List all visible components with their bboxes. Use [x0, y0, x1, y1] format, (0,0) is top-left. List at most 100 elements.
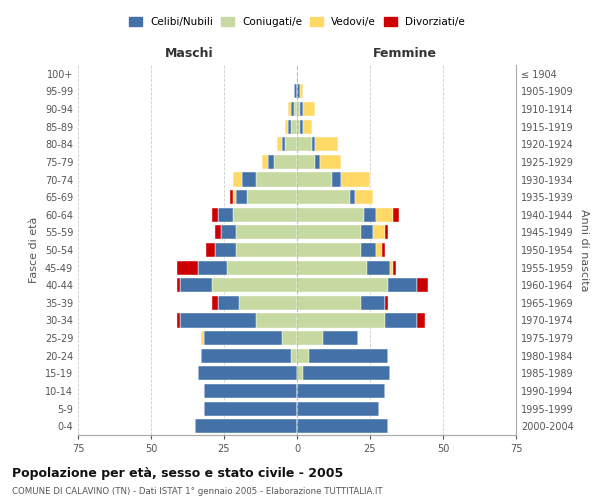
Bar — [297, 384, 385, 398]
Bar — [203, 384, 297, 398]
Bar — [314, 155, 320, 169]
Bar — [288, 120, 291, 134]
Bar — [294, 84, 297, 98]
Bar — [361, 243, 376, 257]
Bar — [297, 260, 367, 274]
Bar — [300, 102, 303, 116]
Bar — [230, 190, 233, 204]
Bar — [200, 348, 291, 363]
Bar — [367, 260, 391, 274]
Bar — [274, 155, 297, 169]
Bar — [361, 226, 373, 239]
Bar — [341, 172, 370, 186]
Legend: Celibi/Nubili, Coniugati/e, Vedovi/e, Divorziati/e: Celibi/Nubili, Coniugati/e, Vedovi/e, Di… — [127, 14, 467, 29]
Bar — [247, 190, 297, 204]
Bar — [297, 348, 308, 363]
Bar — [256, 172, 297, 186]
Bar — [373, 226, 385, 239]
Bar — [297, 137, 311, 152]
Bar — [206, 243, 215, 257]
Bar — [364, 208, 376, 222]
Bar — [394, 260, 396, 274]
Bar — [297, 208, 364, 222]
Bar — [277, 137, 283, 152]
Bar — [212, 278, 297, 292]
Bar — [203, 331, 283, 345]
Bar — [200, 331, 203, 345]
Bar — [236, 226, 297, 239]
Bar — [236, 190, 247, 204]
Bar — [221, 226, 236, 239]
Bar — [198, 260, 227, 274]
Bar — [297, 172, 332, 186]
Bar — [297, 226, 361, 239]
Bar — [297, 331, 323, 345]
Bar — [394, 208, 399, 222]
Bar — [286, 137, 297, 152]
Bar — [288, 102, 291, 116]
Bar — [294, 102, 297, 116]
Bar — [203, 402, 297, 415]
Text: Femmine: Femmine — [373, 46, 437, 60]
Bar — [314, 137, 338, 152]
Bar — [195, 419, 297, 433]
Bar — [212, 208, 218, 222]
Bar — [300, 84, 303, 98]
Bar — [355, 190, 373, 204]
Bar — [215, 226, 221, 239]
Bar — [177, 278, 180, 292]
Bar — [297, 190, 350, 204]
Bar — [417, 278, 428, 292]
Bar — [180, 278, 212, 292]
Bar — [297, 155, 314, 169]
Bar — [303, 366, 391, 380]
Bar — [391, 260, 394, 274]
Bar — [268, 155, 274, 169]
Bar — [297, 243, 361, 257]
Bar — [382, 243, 385, 257]
Y-axis label: Fasce di età: Fasce di età — [29, 217, 39, 283]
Bar — [297, 296, 361, 310]
Bar — [385, 226, 388, 239]
Bar — [262, 155, 268, 169]
Bar — [297, 402, 379, 415]
Bar — [361, 296, 385, 310]
Bar — [297, 120, 300, 134]
Bar — [311, 137, 314, 152]
Bar — [303, 102, 314, 116]
Bar — [198, 366, 297, 380]
Bar — [256, 314, 297, 328]
Bar — [385, 296, 388, 310]
Bar — [297, 314, 385, 328]
Bar — [323, 331, 358, 345]
Bar — [283, 137, 286, 152]
Bar — [212, 296, 218, 310]
Bar — [177, 260, 198, 274]
Bar — [297, 278, 388, 292]
Bar — [308, 348, 388, 363]
Bar — [350, 190, 355, 204]
Bar — [233, 208, 297, 222]
Bar — [233, 172, 242, 186]
Bar — [215, 243, 236, 257]
Bar — [297, 84, 300, 98]
Y-axis label: Anni di nascita: Anni di nascita — [579, 209, 589, 291]
Bar — [303, 120, 311, 134]
Bar — [283, 331, 297, 345]
Bar — [218, 208, 233, 222]
Text: Maschi: Maschi — [164, 46, 213, 60]
Bar — [233, 190, 236, 204]
Bar — [417, 314, 425, 328]
Bar — [388, 278, 417, 292]
Bar — [297, 419, 388, 433]
Bar — [180, 314, 256, 328]
Bar — [291, 102, 294, 116]
Bar — [376, 243, 382, 257]
Bar — [177, 314, 180, 328]
Bar — [227, 260, 297, 274]
Bar — [236, 243, 297, 257]
Bar — [291, 348, 297, 363]
Bar — [385, 314, 417, 328]
Bar — [291, 120, 297, 134]
Bar — [297, 366, 303, 380]
